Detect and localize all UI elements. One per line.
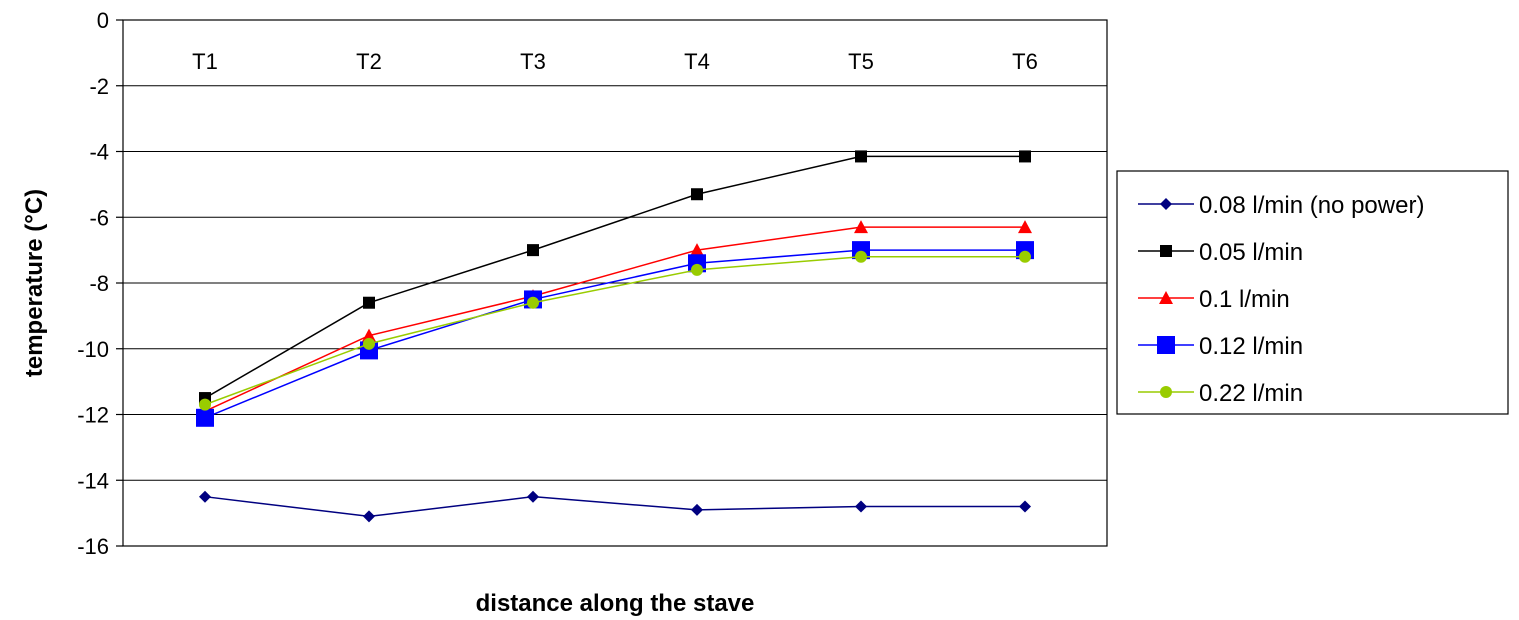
legend-label: 0.12 l/min — [1199, 333, 1303, 360]
y-tick-label: -8 — [89, 271, 109, 296]
data-point — [854, 220, 868, 234]
legend-marker — [1160, 198, 1172, 210]
legend-label: 0.08 l/min (no power) — [1199, 192, 1424, 219]
data-point — [1019, 250, 1031, 263]
y-tick-label: -4 — [89, 140, 109, 165]
series-line — [204, 155, 1025, 399]
legend-item: 0.12 l/min — [1138, 333, 1303, 360]
data-point — [527, 490, 539, 503]
series-line — [204, 249, 1025, 419]
legend-label: 0.1 l/min — [1199, 286, 1290, 313]
legend-marker — [1160, 245, 1172, 257]
data-point — [691, 263, 703, 276]
x-category-label: T5 — [848, 49, 874, 74]
legend-item: 0.05 l/min — [1138, 239, 1303, 266]
y-tick-label: -6 — [89, 205, 109, 230]
data-point — [363, 337, 375, 350]
legend-item: 0.08 l/min (no power) — [1138, 192, 1424, 219]
series-4 — [199, 250, 1031, 411]
x-category-label: T2 — [356, 49, 382, 74]
x-category-label: T3 — [520, 49, 546, 74]
data-point — [690, 243, 704, 257]
data-point — [362, 328, 376, 342]
legend-marker — [1159, 291, 1173, 304]
legend-item: 0.22 l/min — [1138, 380, 1303, 407]
legend-item: 0.1 l/min — [1138, 286, 1290, 313]
data-point — [1019, 500, 1031, 513]
data-point — [199, 398, 211, 411]
legend-marker — [1160, 386, 1172, 398]
x-axis-title: distance along the stave — [476, 590, 755, 617]
x-category-label: T4 — [684, 49, 710, 74]
data-point — [691, 503, 703, 516]
legend-marker — [1157, 336, 1175, 354]
data-point — [1019, 150, 1031, 163]
data-point — [691, 188, 703, 201]
data-point — [527, 244, 539, 257]
data-point — [855, 500, 867, 513]
x-category-label: T6 — [1012, 49, 1038, 74]
series-line — [204, 255, 1025, 406]
x-axis-categories: T1 T2 T3 T4 T5 T6 — [192, 49, 1038, 74]
data-point — [855, 150, 867, 163]
y-axis-title: temperature (°C) — [21, 189, 48, 377]
legend-label: 0.22 l/min — [1199, 380, 1303, 407]
data-point — [363, 510, 375, 523]
series-3 — [196, 241, 1034, 427]
series-layer — [196, 150, 1034, 523]
series-line — [204, 495, 1025, 518]
y-tick-label: -12 — [77, 403, 109, 428]
series-1 — [199, 150, 1031, 405]
data-point — [527, 296, 539, 309]
y-tick-label: -16 — [77, 534, 109, 559]
data-point — [196, 408, 214, 427]
data-point — [855, 250, 867, 263]
legend: 0.08 l/min (no power) 0.05 l/min 0.1 l/min… — [1116, 170, 1509, 415]
x-category-label: T1 — [192, 49, 218, 74]
y-tick-label: 0 — [97, 8, 109, 33]
y-tick-label: -14 — [77, 468, 109, 493]
y-axis-ticks: 0 -2 -4 -6 -8 -10 -12 -14 -16 — [77, 8, 123, 559]
series-0 — [199, 490, 1031, 523]
legend-label: 0.05 l/min — [1199, 239, 1303, 266]
data-point — [199, 490, 211, 503]
y-tick-label: -10 — [77, 337, 109, 362]
gridlines — [123, 19, 1107, 547]
y-tick-label: -2 — [89, 74, 109, 99]
legend-box — [1116, 170, 1509, 415]
series-line — [204, 226, 1025, 412]
data-point — [363, 296, 375, 309]
data-point — [1018, 220, 1032, 234]
